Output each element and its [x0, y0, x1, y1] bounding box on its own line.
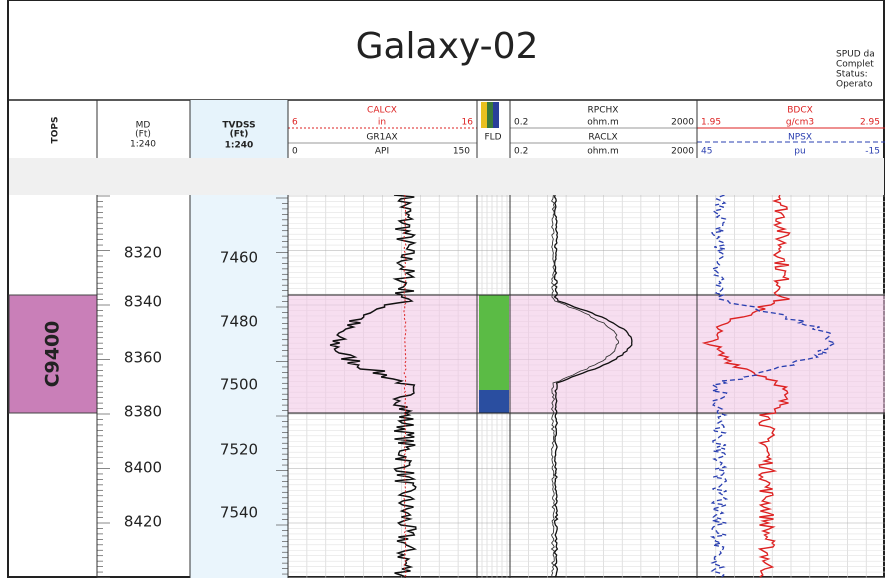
fld-swatch [487, 102, 493, 128]
md-scale: 1:240 [130, 140, 156, 150]
gr-max: 150 [453, 147, 470, 157]
md-depth: 8400 [124, 459, 162, 477]
raclx-max: 2000 [671, 147, 694, 157]
calcx-max: 16 [462, 118, 474, 128]
log-curve [701, 195, 791, 578]
fld-swatch [481, 102, 487, 128]
tvdss-depth: 7480 [220, 313, 258, 331]
info-line: SPUD da [836, 50, 875, 60]
top-name: C9400 [42, 321, 64, 388]
tvdss-scale: 1:240 [225, 141, 254, 151]
md-unit: (Ft) [135, 130, 151, 140]
tvdss-bg [190, 195, 288, 578]
npsx-name: NPSX [788, 133, 812, 143]
info-line: Complet [836, 60, 874, 70]
log-curve [329, 195, 418, 578]
md-depth: 8360 [124, 349, 162, 367]
bdcx-unit: g/cm3 [786, 118, 814, 128]
curves [329, 195, 837, 578]
fld-label: FLD [484, 133, 501, 143]
info-line: Status: [836, 70, 868, 80]
tvdss-depth: 7540 [220, 504, 258, 522]
depths: 8320 8340 8360 8380 8400 8420 7460 7480 7500 7520… [124, 244, 258, 531]
header-row: TOPS MD (Ft) 1:240 TVDSS (Ft) 1:240 CALC… [51, 102, 885, 157]
md-depth: 8320 [124, 244, 162, 262]
tvdss-depth: 7520 [220, 441, 258, 459]
column-lines [95, 100, 699, 578]
tvdss-header-bg [190, 100, 288, 158]
md-depth: 8340 [124, 293, 162, 311]
calcx-name: CALCX [367, 106, 397, 116]
raclx-name: RACLX [588, 133, 617, 143]
calcx-min: 6 [292, 118, 298, 128]
tvdss-label: TVDSS [222, 121, 255, 131]
rpchx-min: 0.2 [514, 118, 528, 128]
md-label: MD [136, 121, 151, 131]
bdcx-name: BDCX [787, 106, 813, 116]
top-box [8, 294, 98, 414]
gr-unit: API [375, 147, 389, 157]
zone-band [288, 295, 885, 413]
info: SPUD da Complet Status: Operato [836, 50, 875, 90]
gr-name: GR1AX [366, 133, 397, 143]
rpchx-unit: ohm.m [587, 118, 619, 128]
md-depth: 8420 [124, 513, 162, 531]
bdcx-min: 1.95 [701, 118, 721, 128]
raclx-unit: ohm.m [587, 147, 619, 157]
calcx-unit: in [378, 118, 386, 128]
rpchx-max: 2000 [671, 118, 694, 128]
bdcx-max: 2.95 [860, 118, 880, 128]
fld-fill [479, 390, 509, 413]
npsx-max: -15 [865, 147, 880, 157]
npsx-min: 45 [701, 147, 712, 157]
rpchx-name: RPCHX [588, 106, 619, 116]
md-depth: 8380 [124, 403, 162, 421]
tvdss-depth: 7500 [220, 376, 258, 394]
npsx-unit: pu [794, 147, 805, 157]
tvdss-unit: (Ft) [230, 130, 249, 140]
fld-swatch [493, 102, 499, 128]
log-curve [553, 195, 633, 578]
info-line: Operato [836, 80, 873, 90]
raclx-min: 0.2 [514, 147, 528, 157]
log-curve [709, 195, 837, 578]
log-curve [550, 195, 620, 578]
log-curve [403, 195, 407, 578]
gap-band [9, 158, 884, 195]
gr-min: 0 [292, 147, 298, 157]
tops-label: TOPS [51, 117, 61, 144]
fld-fill [479, 295, 509, 390]
tvdss-depth: 7460 [220, 249, 258, 267]
title: Galaxy-02 [356, 26, 539, 67]
